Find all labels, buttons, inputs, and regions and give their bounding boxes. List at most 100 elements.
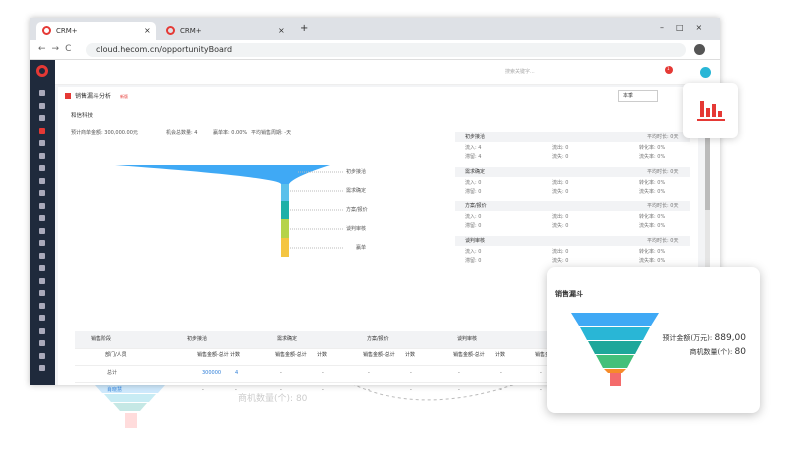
period: 本季 — [623, 93, 634, 99]
sidebar-icon[interactable] — [39, 227, 45, 234]
stage-metric: 转化率: 0% — [639, 179, 666, 186]
sidebar-icon[interactable] — [39, 302, 45, 309]
cell: - — [410, 387, 412, 393]
funnel-label: 初步接洽 — [346, 169, 367, 175]
stage-metric: 流出: 0 — [552, 214, 569, 220]
stage-metric: 滞留: 0 — [465, 223, 482, 229]
stage-header — [455, 235, 690, 246]
sidebar-icon[interactable] — [39, 190, 45, 196]
cell: 肖晓慧 — [107, 387, 123, 393]
corner-header: 销售阶段 — [91, 336, 112, 342]
url: cloud.hecom.cn/opportunityBoard — [96, 45, 233, 54]
sidebar-icon[interactable] — [39, 152, 45, 159]
stage-metric: 转化率: 0% — [639, 214, 666, 220]
summary-item: 预计商单金额: 300,000.00元 — [71, 130, 138, 136]
stage-name: 初步接洽 — [465, 134, 486, 140]
cell: 总计 — [107, 370, 118, 376]
stage-metric: 流失率: 0% — [639, 223, 666, 229]
count-value: 80 — [734, 347, 746, 357]
window-controls[interactable]: –□× — [660, 23, 715, 32]
top-bar: 搜索关键字... 1 — [55, 60, 720, 85]
cell: - — [500, 387, 502, 393]
sidebar-icon[interactable] — [39, 327, 45, 334]
subheader: 销售金额-总计 — [453, 352, 485, 358]
subheader: 销售金额-总计 — [363, 352, 395, 358]
reflection-funnel — [95, 385, 165, 428]
sidebar-icon[interactable] — [39, 277, 45, 284]
sidebar-icon[interactable] — [39, 240, 45, 246]
tab[interactable]: CRM+ × — [160, 22, 285, 40]
subheader: 计数 — [405, 352, 416, 358]
sidebar-icon[interactable] — [39, 215, 45, 221]
avatar[interactable] — [700, 67, 711, 78]
profile[interactable] — [694, 44, 705, 55]
stage-metric: 流失率: 0% — [639, 154, 666, 160]
sidebar-icon[interactable] — [39, 127, 45, 134]
notification-badge: 1 — [667, 66, 670, 71]
stage-metric: 流入: 0 — [465, 214, 482, 220]
row-line — [75, 348, 555, 349]
cell: - — [458, 387, 460, 393]
stage-metric: 转化率: 0% — [639, 145, 666, 151]
sidebar-icon[interactable] — [39, 90, 45, 96]
tab-close[interactable]: × — [144, 26, 151, 35]
sidebar-icon[interactable] — [39, 177, 45, 184]
tab-close[interactable]: × — [278, 26, 285, 35]
cell: - — [500, 370, 502, 376]
funnel-stage — [281, 238, 289, 257]
sidebar-icon[interactable] — [39, 290, 45, 296]
stage-header: 初步接洽 — [187, 336, 208, 342]
stage-name: 方案/报价 — [465, 203, 487, 209]
stage-avg: 平均时长: 0天 — [647, 168, 679, 175]
content: 销售漏斗分析 新版 本季 和信科技 预计商单金额: 300,000.00元 机会总… — [55, 85, 710, 393]
cell: 300000 — [202, 370, 222, 376]
sidebar-icon[interactable] — [39, 202, 45, 209]
stage-avg: 平均时长: 0天 — [647, 203, 679, 209]
stage-metric: 滞留: 0 — [465, 257, 482, 264]
funnel-stage — [281, 201, 289, 219]
sidebar-icon[interactable] — [39, 165, 45, 171]
tab-icon — [42, 26, 51, 35]
cell: - — [280, 387, 282, 393]
stage-header — [455, 166, 690, 177]
sidebar-icon[interactable] — [39, 352, 45, 359]
subheader: 计数 — [317, 352, 328, 358]
cell: - — [410, 370, 412, 376]
row-line — [75, 365, 555, 366]
subheader: 部门/人员 — [105, 352, 127, 358]
nav-buttons[interactable]: ←→C — [38, 44, 78, 54]
stage-metric: 流失: 0 — [552, 223, 569, 229]
summary-item: 机会总数量: 4 — [166, 130, 198, 136]
stage-header: 需求确定 — [277, 336, 298, 342]
url-field[interactable]: cloud.hecom.cn/opportunityBoard — [86, 43, 686, 57]
count: 商机数量(个): 80 — [689, 348, 746, 357]
tag: 新版 — [120, 94, 128, 99]
period-select[interactable]: 本季 — [618, 90, 658, 102]
sidebar-icon[interactable] — [39, 315, 45, 321]
new-tab[interactable]: + — [300, 23, 309, 34]
sidebar-icon[interactable] — [39, 340, 45, 346]
funnel-label: 需求确定 — [346, 188, 367, 194]
cell: - — [458, 370, 460, 376]
cell: - — [368, 387, 370, 393]
sidebar-icon[interactable] — [39, 252, 45, 259]
subheader: 销售金额-总计 — [275, 352, 307, 358]
search[interactable]: 搜索关键字... — [505, 69, 535, 75]
cell: - — [235, 387, 237, 393]
stage-header: 方案/报价 — [367, 336, 389, 342]
table: 销售阶段 初步接洽 需求确定 方案/报价 谈判审核 部门/人员 销售金额-总计 计数 销售金额-… — [75, 331, 567, 393]
sidebar-icon[interactable] — [39, 265, 45, 271]
reflection-value: 80 — [295, 394, 308, 404]
sidebar-icon[interactable] — [39, 102, 45, 109]
funnel-label: 谈判审核 — [346, 226, 367, 232]
sidebar-icon[interactable] — [39, 140, 45, 146]
funnel-label: 赢单 — [356, 245, 367, 251]
tab[interactable]: CRM+ × — [36, 22, 156, 40]
sidebar-icon[interactable] — [39, 115, 45, 121]
sidebar-icon[interactable] — [39, 365, 45, 371]
cell: - — [280, 370, 282, 376]
tab-title: CRM+ — [56, 27, 78, 35]
reflection-text: 商机数量(个): 80 — [238, 395, 307, 404]
count-label: 商机数量(个): — [689, 348, 733, 356]
